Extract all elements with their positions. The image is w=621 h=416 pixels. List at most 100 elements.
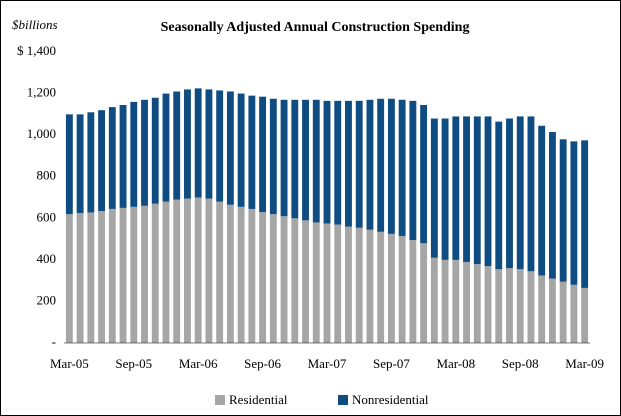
y-tick-label: 200 (37, 292, 57, 307)
y-tick-label: - (52, 334, 56, 349)
bar-segment (259, 212, 267, 343)
bar-segment (430, 257, 438, 343)
bar-segment (377, 98, 385, 232)
y-tick-label: 600 (37, 209, 57, 224)
bar-segment (226, 91, 234, 205)
bar-segment (291, 218, 299, 343)
bar-segment (570, 284, 578, 343)
bar-segment (538, 275, 546, 343)
bar-segment (473, 116, 481, 265)
bar-segment (527, 116, 535, 272)
y-tick-label: 800 (37, 168, 57, 183)
x-tick-label: Mar-07 (308, 356, 347, 371)
bar-segment (420, 105, 428, 244)
bar-segment (302, 99, 309, 221)
legend-swatch (338, 395, 348, 405)
bar-segment (205, 198, 213, 343)
bar-segment (581, 140, 589, 288)
bar-segment (506, 118, 513, 269)
bar-segment (538, 125, 546, 276)
bar-segment (409, 100, 417, 241)
bar-segment (345, 226, 352, 343)
bar-segment (216, 201, 224, 343)
bar-segment (398, 99, 406, 236)
bar-segment (151, 203, 159, 343)
bar-segment (141, 205, 148, 343)
bar-segment (345, 100, 352, 227)
legend-label: Residential (229, 392, 288, 407)
bar-segment (527, 271, 535, 343)
x-tick-label: Mar-05 (50, 356, 89, 371)
bar-segment (366, 99, 374, 230)
bar-segment (559, 139, 567, 282)
bar-segment (98, 211, 106, 343)
bar-segment (387, 233, 395, 343)
bar-segment (516, 269, 524, 343)
y-tick-label: 1,200 (27, 85, 56, 100)
bar-segment (495, 121, 503, 270)
bar-segment (473, 264, 481, 343)
bar-segment (420, 243, 428, 343)
bar-segment (184, 198, 191, 343)
bar-segment (184, 89, 191, 199)
bar-segment (312, 99, 320, 223)
bar-segment (366, 229, 374, 343)
bar-segment (108, 107, 116, 209)
bar-segment (259, 96, 267, 213)
bar-segment (248, 208, 256, 343)
bar-segment (119, 105, 127, 208)
bar-segment (237, 93, 245, 207)
bar-segment (452, 259, 460, 343)
bar-segment (76, 114, 84, 214)
bar-segment (280, 216, 288, 343)
bar-segment (141, 99, 148, 206)
bar-segment (377, 231, 385, 343)
bar-segment (98, 110, 106, 212)
bar-segment (570, 141, 578, 285)
legend-swatch (215, 395, 225, 405)
bar-segment (463, 261, 470, 343)
bar-segment (108, 208, 116, 343)
bar-segment (334, 100, 342, 225)
bar-segment (162, 201, 170, 343)
bar-segment (334, 224, 342, 343)
x-tick-label: Sep-07 (373, 356, 410, 371)
bar-segment (302, 220, 309, 343)
bar-segment (506, 268, 513, 343)
x-tick-label: Sep-06 (244, 356, 281, 371)
bar-segment (463, 116, 470, 262)
bar-segment (87, 212, 95, 343)
bar-segment (130, 101, 138, 207)
bar-segment (484, 266, 492, 343)
bar-segment (280, 99, 288, 217)
bar-segment (495, 269, 503, 343)
bar-segment (269, 98, 277, 215)
bar-segment (548, 278, 556, 343)
bar-segment (409, 240, 417, 343)
bar-segment (76, 213, 84, 343)
bar-segment (387, 98, 395, 234)
y-tick-label: 400 (37, 251, 57, 266)
bar-segment (65, 214, 73, 343)
bar-segment (323, 223, 331, 343)
x-tick-label: Sep-05 (115, 356, 152, 371)
bar-segment (291, 99, 299, 219)
bar-segment (581, 287, 589, 343)
bar-segment (216, 90, 224, 202)
bar-segment (162, 93, 170, 202)
chart-title: Seasonally Adjusted Annual Construction … (161, 20, 470, 35)
bar-segment (548, 132, 556, 279)
x-tick-label: Sep-08 (502, 356, 539, 371)
bar-segment (226, 204, 234, 343)
x-tick-label: Mar-09 (565, 356, 604, 371)
bar-segment (516, 116, 524, 270)
bar-segment (452, 116, 460, 260)
bar-segment (130, 206, 138, 343)
bar-segment (559, 281, 567, 343)
bar-segment (312, 222, 320, 343)
bar-segment (430, 118, 438, 258)
y-tick-label: $ 1,400 (17, 43, 56, 58)
bar-segment (173, 91, 181, 200)
bar-segment (355, 100, 363, 228)
